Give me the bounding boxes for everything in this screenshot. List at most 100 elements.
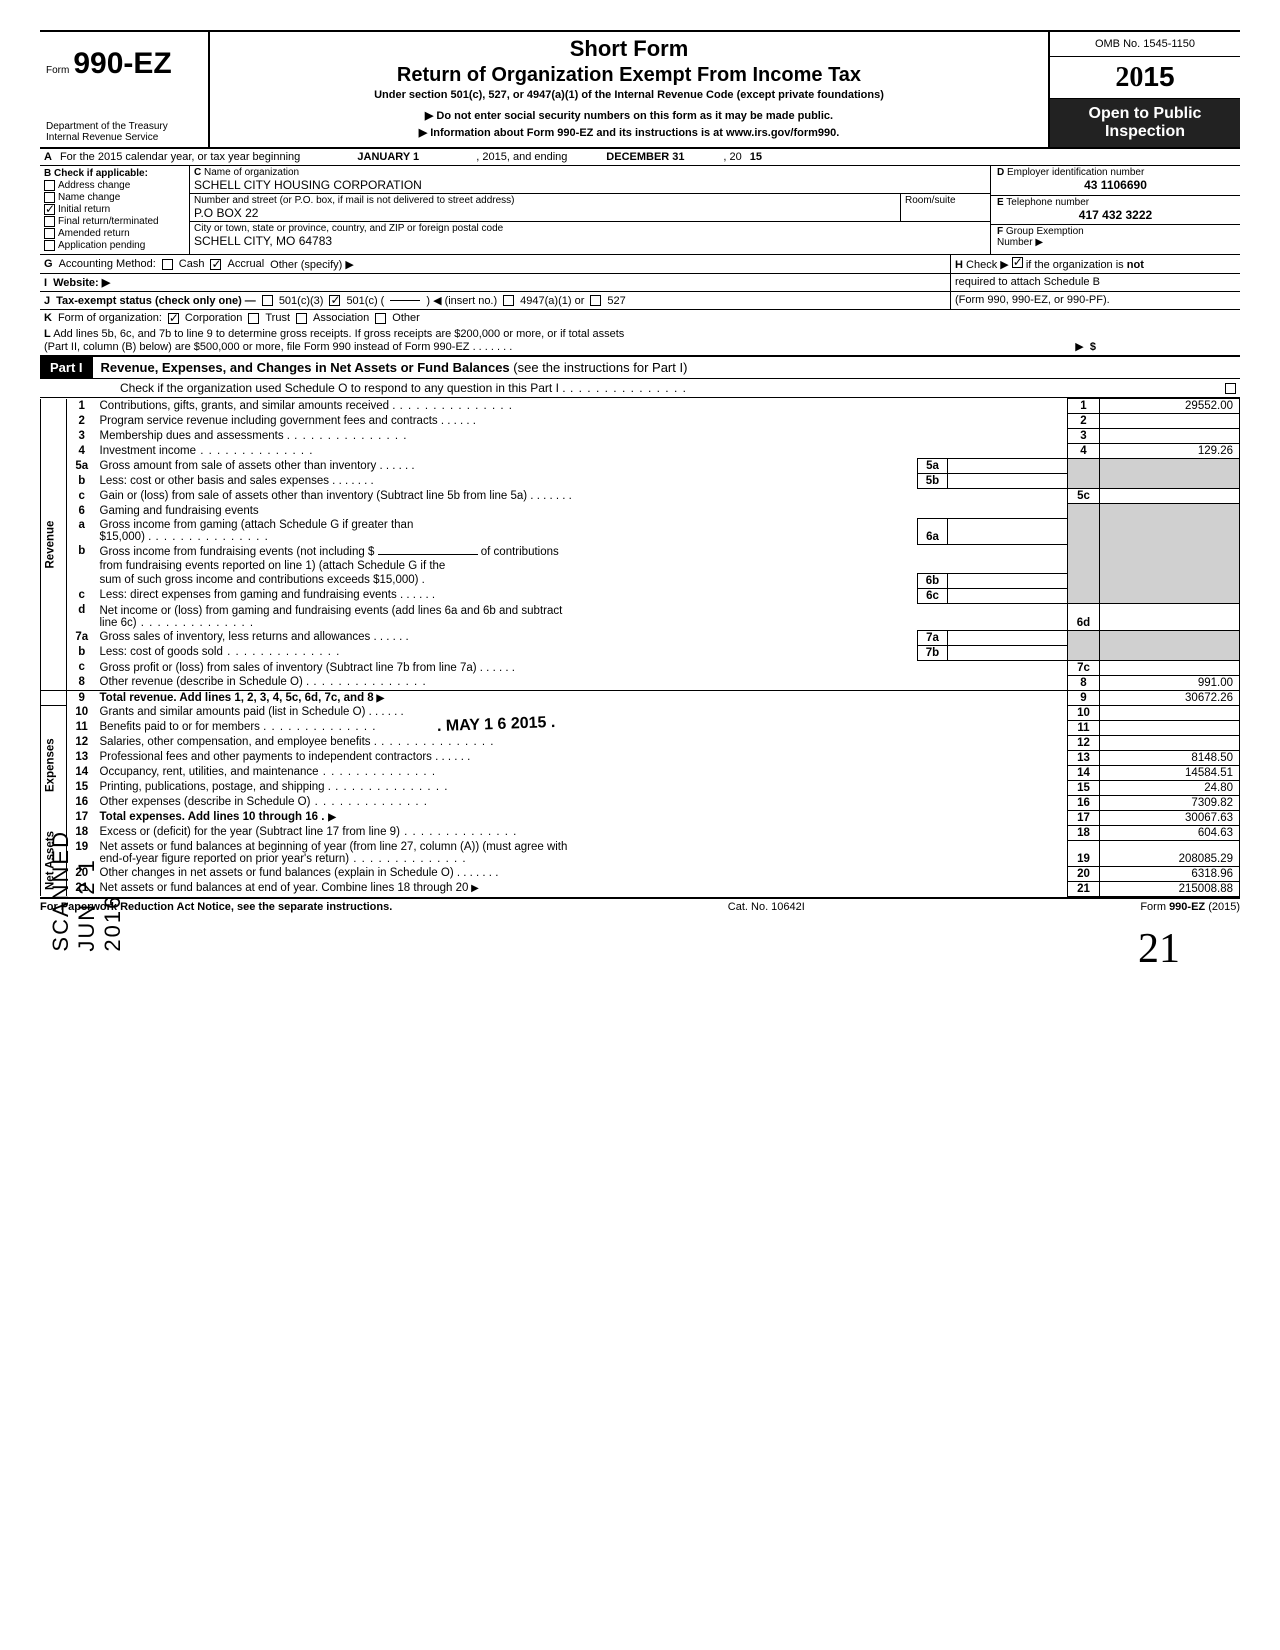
form-name-box: Form 990-EZ Department of the Treasury I… xyxy=(40,32,210,147)
h-text2: if the organization is xyxy=(1026,259,1124,271)
label-g: G xyxy=(44,258,53,270)
line-desc: Professional fees and other payments to … xyxy=(97,750,1068,765)
mid-val xyxy=(948,518,1068,544)
line-box: 13 xyxy=(1068,750,1100,765)
mid-box: 6b xyxy=(918,573,948,588)
group-hdr: Group Exemption xyxy=(1006,226,1084,237)
line-desc: Other revenue (describe in Schedule O) . xyxy=(97,675,1068,690)
cash-label: Cash xyxy=(179,258,205,270)
part-1-sub: (see the instructions for Part I) xyxy=(513,360,687,375)
col-c: C Name of organization SCHELL CITY HOUSI… xyxy=(190,166,990,254)
l-dollar: $ xyxy=(1090,341,1096,353)
line-val: 215008.88 xyxy=(1100,881,1240,896)
row-j: J Tax-exempt status (check only one) — 5… xyxy=(40,292,1240,310)
chk-initial-return[interactable]: Initial return xyxy=(44,204,185,215)
chk-amended[interactable]: Amended return xyxy=(44,228,185,239)
footer-mid: Cat. No. 10642I xyxy=(728,901,805,913)
i-label: Website: ▶ xyxy=(53,276,110,289)
chk-corp[interactable] xyxy=(168,313,179,324)
info-text: ▶ Information about Form 990-EZ and its … xyxy=(220,126,1038,139)
line-desc: Other changes in net assets or fund bala… xyxy=(97,866,1068,881)
line-box: 2 xyxy=(1068,414,1100,429)
chk-cash[interactable] xyxy=(162,259,173,270)
open-2: Inspection xyxy=(1056,123,1234,141)
main-table: Revenue 1 Contributions, gifts, grants, … xyxy=(40,398,1240,897)
line-val xyxy=(1100,735,1240,750)
chk-name-change[interactable]: Name change xyxy=(44,192,185,203)
line-num: c xyxy=(67,660,97,675)
chk-501c[interactable] xyxy=(329,295,340,306)
checkbox-icon xyxy=(44,216,55,227)
chk-schedule-o[interactable] xyxy=(1225,383,1236,394)
part-1-check: Check if the organization used Schedule … xyxy=(120,381,687,395)
line-desc: Net assets or fund balances at beginning… xyxy=(97,840,1068,866)
footer-row: For Paperwork Reduction Act Notice, see … xyxy=(40,897,1240,913)
part-1-header: Part I Revenue, Expenses, and Changes in… xyxy=(40,355,1240,379)
chk-527[interactable] xyxy=(590,295,601,306)
k-label: Form of organization: xyxy=(58,312,162,324)
line-desc: Gaming and fundraising events xyxy=(97,504,1068,519)
year-prefix: 20 xyxy=(1115,62,1143,93)
line-box: 4 xyxy=(1068,444,1100,459)
checkbox-icon xyxy=(44,228,55,239)
chk-trust[interactable] xyxy=(248,313,259,324)
line-box: 21 xyxy=(1068,881,1100,896)
chk-accrual[interactable] xyxy=(210,259,221,270)
line-desc: Benefits paid to or for members . MAY 1 … xyxy=(97,720,1068,735)
form-number: 990-EZ xyxy=(73,47,171,81)
row-a-text3: , 20 xyxy=(723,151,741,163)
line-text: Net assets or fund balances at beginning… xyxy=(100,841,568,853)
line-num: b xyxy=(67,474,97,489)
chk-assoc[interactable] xyxy=(296,313,307,324)
line-num: c xyxy=(67,588,97,603)
line-box: 7c xyxy=(1068,660,1100,675)
org-address: P.O BOX 22 xyxy=(194,206,896,220)
k-assoc: Association xyxy=(313,312,369,324)
line-num: 15 xyxy=(67,780,97,795)
line-box: 19 xyxy=(1068,840,1100,866)
begin-date: JANUARY 1 xyxy=(308,151,468,163)
line-desc: Total expenses. Add lines 10 through 16 … xyxy=(97,810,1068,825)
line-desc: Excess or (deficit) for the year (Subtra… xyxy=(97,825,1068,840)
chk-application-pending[interactable]: Application pending xyxy=(44,240,185,251)
line-text: end-of-year figure reported on prior yea… xyxy=(100,853,467,865)
line-desc: Less: direct expenses from gaming and fu… xyxy=(97,588,918,603)
line-num: 17 xyxy=(67,810,97,825)
chk-other[interactable] xyxy=(375,313,386,324)
line-val: 8148.50 xyxy=(1100,750,1240,765)
chk-501c3[interactable] xyxy=(262,295,273,306)
line-text: Total revenue. Add lines 1, 2, 3, 4, 5c,… xyxy=(100,692,385,704)
line-desc: Gross income from fundraising events (no… xyxy=(97,544,1068,559)
footer-right-post: (2015) xyxy=(1205,901,1240,913)
line-desc: Gross income from gaming (attach Schedul… xyxy=(97,518,918,544)
line-desc: Contributions, gifts, grants, and simila… xyxy=(97,399,1068,414)
org-name: SCHELL CITY HOUSING CORPORATION xyxy=(194,178,986,192)
chk-4947[interactable] xyxy=(503,295,514,306)
line-num: d xyxy=(67,603,97,630)
l-text2: (Part II, column (B) below) are $500,000… xyxy=(44,341,512,353)
label-d: D xyxy=(997,167,1004,178)
mid-box: 5b xyxy=(918,474,948,489)
form-990ez: Form 990-EZ Department of the Treasury I… xyxy=(40,30,1240,913)
chk-final-return[interactable]: Final return/terminated xyxy=(44,216,185,227)
line-num: 5a xyxy=(67,459,97,474)
grey-box xyxy=(1068,459,1100,489)
h-text1: Check ▶ xyxy=(966,259,1009,271)
line-num: 4 xyxy=(67,444,97,459)
line-val: 24.80 xyxy=(1100,780,1240,795)
line-val: 991.00 xyxy=(1100,675,1240,690)
chk-address-change[interactable]: Address change xyxy=(44,180,185,191)
line-num: b xyxy=(67,544,97,588)
chk-schedule-b[interactable] xyxy=(1012,257,1023,268)
h-text3: not xyxy=(1127,259,1144,271)
line-val: 7309.82 xyxy=(1100,795,1240,810)
line-num: b xyxy=(67,645,97,660)
grey-val xyxy=(1100,504,1240,604)
b-header: Check if applicable: xyxy=(54,168,148,179)
line-desc: Program service revenue including govern… xyxy=(97,414,1068,429)
label-f: F xyxy=(997,226,1003,237)
omb-box: OMB No. 1545-1150 xyxy=(1050,32,1240,57)
row-g: G Accounting Method: Cash Accrual Other … xyxy=(40,255,1240,274)
line-num: 6 xyxy=(67,504,97,519)
chk-label: Name change xyxy=(58,192,120,203)
